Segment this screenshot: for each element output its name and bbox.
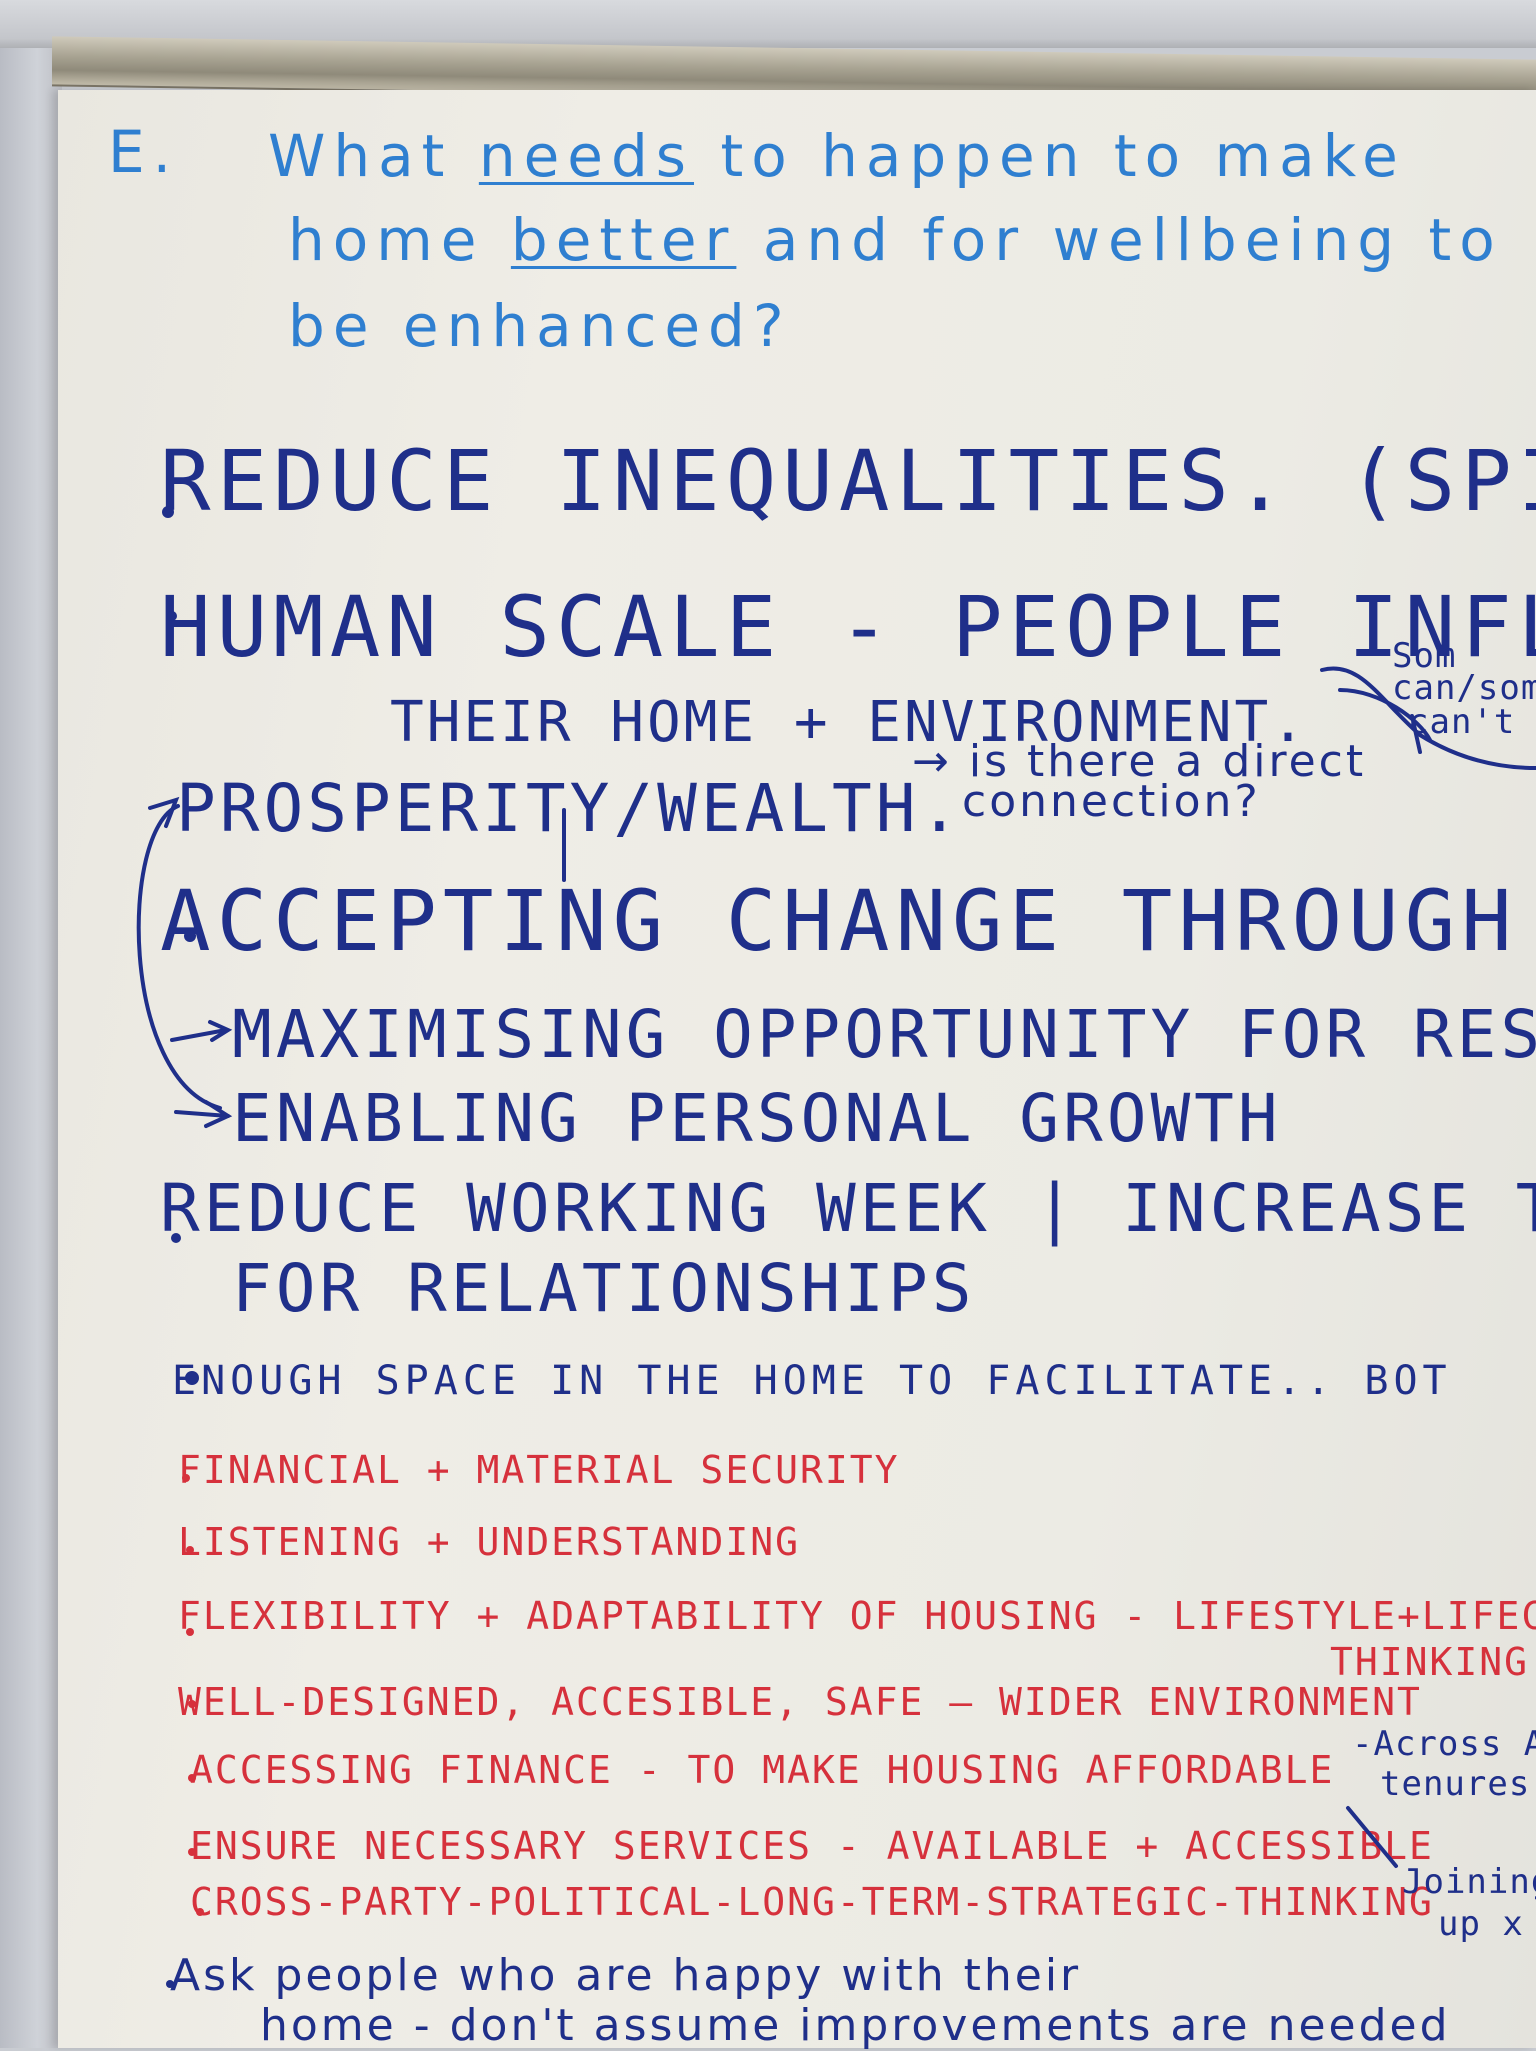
note-tenures: tenures [1380,1764,1531,1804]
arrow-shaft [170,1028,228,1042]
wall-background [0,0,62,2048]
item-flexibility-cont: THINKING [1330,1640,1530,1684]
arrow-head [204,1100,233,1128]
bullet-dot [188,1774,196,1782]
item-enabling-growth: ENABLING PERSONAL GROWTH [232,1080,1282,1157]
item-listening: LISTENING + UNDERSTANDING [178,1520,800,1564]
item-human-scale-cont: THEIR HOME + ENVIRONMENT. [390,690,1308,755]
item-prosperity-wealth: PROSPERITY/WEALTH. [176,770,964,847]
flipchart-sheet [58,90,1536,2048]
bullet-dot [184,930,196,942]
final-note-line-2: home - don't assume improvements are nee… [260,2000,1451,2051]
bullet-dot [185,1371,199,1385]
connector-stroke [1346,1806,1398,1868]
bullet-dot [166,1980,174,1988]
note-direct-connection-1: → is there a direct [912,736,1367,787]
blue-arrows [136,666,1536,1868]
bullet-dot [186,1628,194,1636]
question-word: to happen to make [720,122,1406,190]
question-word-needs: needs [478,122,695,190]
bullet-dot [188,1848,196,1856]
item-human-scale: HUMAN SCALE - PEOPLE INFLUEN [160,578,1536,676]
note-joining: Joining [1402,1862,1536,1902]
item-reduce-working-week: REDUCE WORKING WEEK | INCREASE TIME [160,1170,1536,1247]
item-well-designed: WELL-DESIGNED, ACCESIBLE, SAFE — WIDER E… [178,1680,1422,1724]
note-across: -Across A [1352,1724,1536,1764]
item-reduce-working-week-cont: FOR RELATIONSHIPS [232,1250,976,1327]
arrow-head [208,1020,233,1042]
note-up: up x [1438,1904,1524,1944]
bullet-dot [188,1700,196,1708]
bullet-dot [186,1546,194,1554]
bracket-stroke [1410,714,1422,754]
bullet-dot [162,506,174,518]
bracket-stroke [1320,666,1536,770]
note-direct-connection-2: connection? [962,776,1261,827]
bullet-dot [167,611,177,621]
bullet-dot [196,1908,204,1916]
question-line-3: be enhanced? [288,292,792,360]
item-flexibility: FLEXIBILITY + ADAPTABILITY OF HOUSING - … [178,1594,1536,1638]
item-accessing-finance: ACCESSING FINANCE - TO MAKE HOUSING AFFO… [190,1748,1335,1792]
question-word-better: better [510,206,737,274]
item-reduce-inequalities: REDUCE INEQUALITIES. (SPIRIT LEVEL) [160,432,1536,530]
arrow-shaft [174,1110,230,1118]
final-note-line-1: Ask people who are happy with their [170,1950,1082,2001]
red-bullets [182,1474,204,1916]
item-cross-party: CROSS-PARTY-POLITICAL-LONG-TERM-STRATEGI… [190,1880,1434,1924]
item-maximising-opportunity: MAXIMISING OPPORTUNITY FOR RESILIENCE [232,996,1536,1073]
note-can-some: can/some [1392,668,1536,708]
blue-bullets [162,506,199,1385]
bullet-dot [182,1474,190,1482]
question-line-1: What needs to happen to make [268,122,1406,190]
item-financial-security: FINANCIAL + MATERIAL SECURITY [178,1448,900,1492]
bullet-dot [171,1233,181,1243]
connector-arrow [136,804,222,1110]
question-line-2: home better and for wellbeing to [288,206,1503,274]
item-enough-space: ENOUGH SPACE IN THE HOME TO FACILITATE..… [172,1358,1452,1404]
question-word: and for wellbeing to [762,206,1503,274]
item-ensure-services: ENSURE NECESSARY SERVICES - AVAILABLE + … [190,1824,1434,1868]
question-word: What [268,122,453,190]
item-accepting-change: ACCEPTING CHANGE THROUGH LIFE (C [160,872,1536,970]
question-word: home [288,206,485,274]
arrow-head [148,796,180,828]
note-some: Som [1392,636,1457,676]
bracket-stroke [1338,688,1432,742]
question-letter: E. [108,118,180,186]
